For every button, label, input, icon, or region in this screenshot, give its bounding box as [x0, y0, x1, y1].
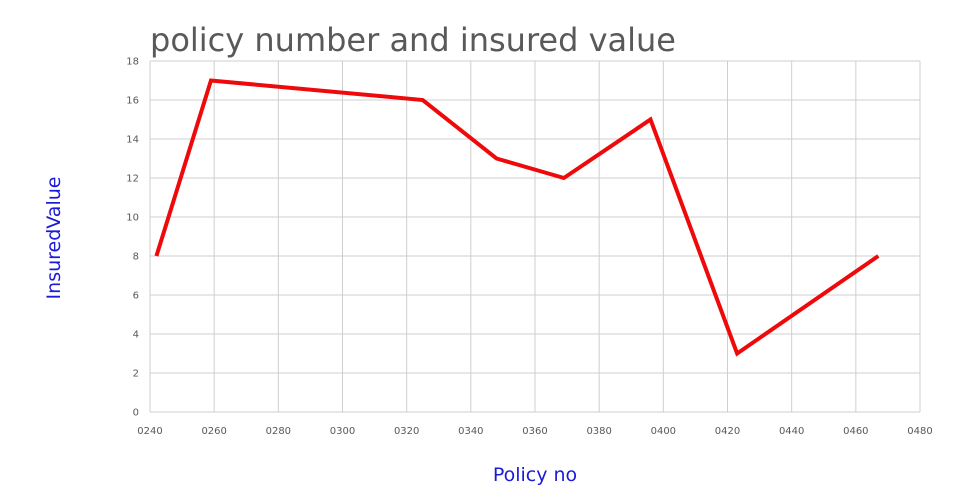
- x-tick-label: 0340: [458, 426, 483, 437]
- y-tick-label: 18: [126, 57, 139, 68]
- y-tick-label: 4: [133, 330, 139, 341]
- x-tick-label: 0280: [266, 426, 291, 437]
- x-tick-label: 0320: [394, 426, 419, 437]
- x-axis-label: Policy no: [493, 464, 577, 486]
- x-tick-label: 0440: [779, 426, 804, 437]
- chart-title: policy number and insured value: [150, 21, 676, 59]
- y-axis-label: InsuredValue: [43, 177, 65, 300]
- series-layer: [154, 78, 880, 357]
- tick-labels: 0240 0260 0280 0300 0320 0340 0360 0380 0400 0420…: [126, 57, 932, 438]
- x-tick-label: 0480: [907, 426, 932, 437]
- y-tick-label: 2: [133, 369, 139, 380]
- y-tick-label: 0: [133, 408, 139, 419]
- x-tick-label: 0420: [715, 426, 740, 437]
- x-tick-label: 0260: [201, 426, 226, 437]
- x-tick-label: 0240: [137, 426, 162, 437]
- y-tick-label: 8: [133, 252, 139, 263]
- series-line: [154, 78, 880, 357]
- y-tick-label: 10: [126, 213, 139, 224]
- y-tick-label: 16: [126, 96, 139, 107]
- x-tick-label: 0460: [843, 426, 868, 437]
- x-tick-label: 0400: [651, 426, 676, 437]
- x-tick-label: 0300: [330, 426, 355, 437]
- grid: [149, 60, 921, 413]
- y-tick-label: 14: [126, 135, 139, 146]
- x-tick-label: 0360: [522, 426, 547, 437]
- y-tick-label: 12: [126, 174, 139, 185]
- x-tick-label: 0380: [586, 426, 611, 437]
- y-tick-label: 6: [133, 291, 139, 302]
